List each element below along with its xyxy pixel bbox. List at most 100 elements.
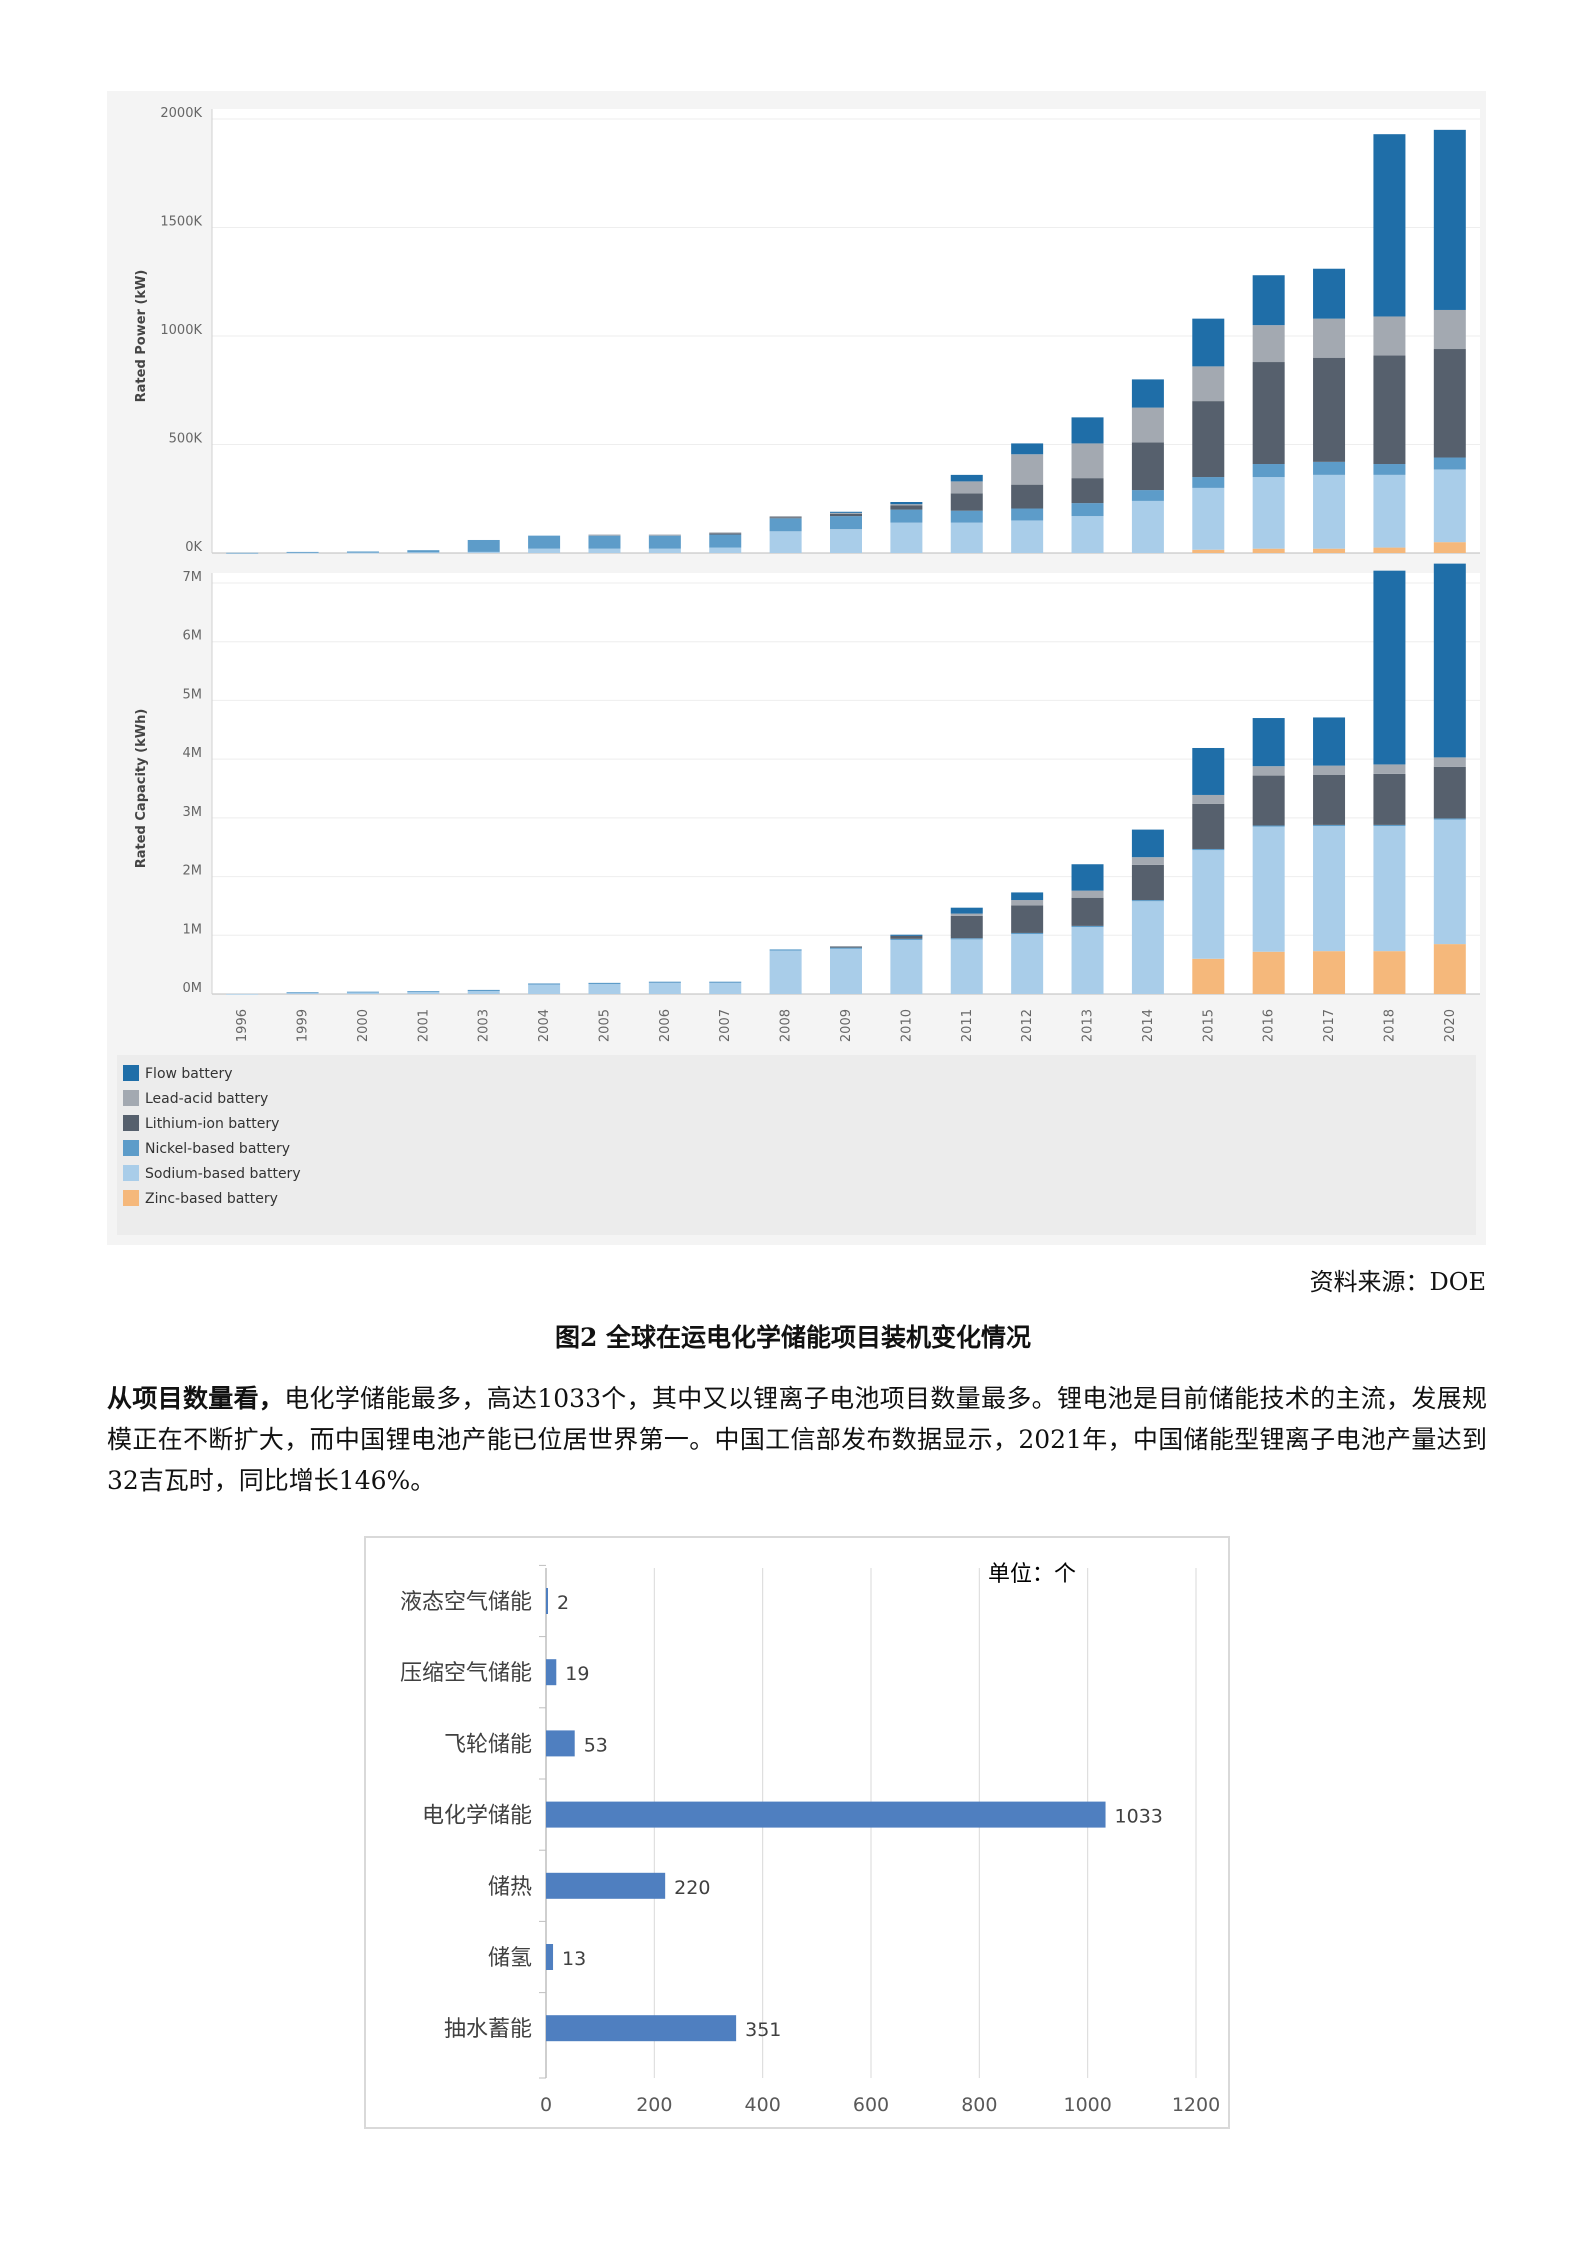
bar-segment-nickel-2004 [528,983,561,985]
bar-segment-zinc-2020 [1433,542,1466,553]
legend-label-lithium: Lithium-ion battery [145,1116,279,1132]
bar-segment-lead-2007 [709,532,742,534]
bar-segment-lithium-2011 [950,493,983,511]
plot-area [212,573,1480,994]
bar-segment-sodium-2007 [709,982,742,994]
bar-segment-sodium-2014 [1131,500,1164,553]
bar-segment-zinc-2018 [1373,547,1406,553]
y-tick-label: 5M [183,687,203,702]
bar-segment-lithium-2013 [1071,897,1104,926]
bar-segment-sodium-2004 [528,548,561,553]
bar-segment-nickel-2006 [648,535,681,549]
bar-segment-flow-2010 [890,502,923,505]
y-tick-label: 500K [169,432,203,447]
x-tick-label: 2013 [1081,1009,1096,1042]
bar-segment-nickel-2018 [1373,464,1406,475]
source-note: 资料来源：DOE [1309,1268,1486,1296]
bar-segment-zinc-2015 [1192,549,1225,553]
bar-segment-nickel-2014 [1131,900,1164,902]
bar-segment-sodium-2014 [1131,901,1164,994]
value-label: 220 [674,1877,710,1899]
y-tick-label: 2M [183,864,203,879]
bar-segment-lithium-2018 [1373,773,1406,825]
bar-segment-lead-2011 [950,913,983,916]
bar-segment-nickel-2020 [1433,818,1466,820]
bar-segment-sodium-2008 [769,950,802,994]
bar-segment-nickel-2016 [1252,464,1285,478]
body-paragraph: 从项目数量看，电化学储能最多，高达1033个，其中又以锂离子电池项目数量最多。锂… [107,1378,1487,1501]
bar-segment-nickel-2011 [950,510,983,523]
x-tick-label: 2017 [1322,1009,1337,1042]
x-tick-label: 2001 [416,1009,431,1042]
legend-label-sodium: Sodium-based battery [145,1166,301,1182]
y-tick-label: 1M [183,922,203,937]
bar-segment-nickel-2000 [346,991,379,993]
bar-segment-lithium-2010 [890,935,923,939]
bar-segment-zinc-2016 [1252,548,1285,553]
bar-segment-lead-2017 [1313,765,1346,775]
bar-抽水蓄能 [546,2015,737,2042]
x-tick-label: 400 [745,2094,781,2116]
bar-segment-flow-2017 [1313,717,1346,766]
bar-segment-nickel-2001 [407,991,440,992]
bar-segment-flow-2020 [1433,129,1466,310]
bar-segment-lead-2008 [769,516,802,518]
x-tick-label: 1999 [296,1009,311,1042]
bar-segment-lithium-2009 [830,513,862,517]
bar-segment-lithium-2017 [1313,357,1346,462]
bar-segment-lead-2012 [1011,900,1044,906]
bar-segment-flow-2011 [950,907,983,914]
bar-segment-flow-2015 [1192,318,1225,367]
value-label: 19 [565,1663,589,1685]
bar-segment-nickel-2015 [1192,848,1225,851]
bar-segment-lithium-2014 [1131,442,1164,491]
x-tick-label: 2020 [1443,1009,1458,1042]
doe-charts-svg: Flow battery Lead-acid battery Lithium-ion… [107,91,1486,1245]
value-label: 2 [557,1592,569,1614]
paragraph-text: 电化学储能最多，高达1033个，其中又以锂离子电池项目数量最多。锂电池是目前储能… [107,1384,1487,1495]
y-axis-title: Rated Power (kW) [134,270,149,403]
bar-segment-sodium-2015 [1192,850,1225,959]
bar-segment-lithium-2017 [1313,774,1346,825]
bar-segment-nickel-2000 [346,551,379,553]
legend-swatch-lithium [123,1115,139,1131]
bar-segment-lead-2013 [1071,890,1104,898]
x-axis-labels: 1996 1999 2000 2001 2003 2004 2005 2006 2007 2008… [235,1009,1458,1042]
category-label: 液态空气储能 [400,1590,532,1615]
bar-segment-nickel-2011 [950,938,983,940]
bar-segment-sodium-2013 [1071,927,1104,994]
bar-segment-nickel-2008 [769,949,802,951]
bar-储热 [546,1872,666,1899]
bar-储氢 [546,1944,554,1970]
x-tick-label: 2015 [1201,1009,1216,1042]
bar-segment-nickel-2017 [1313,824,1346,827]
bar-segment-sodium-2011 [950,522,983,553]
bar-segment-flow-2012 [1011,443,1044,455]
bar-segment-sodium-1996 [226,993,259,995]
unit-label: 单位：个 [988,1562,1076,1587]
bar-segment-nickel-2003 [467,539,500,552]
bar-segment-nickel-2014 [1131,490,1164,501]
bar-segment-sodium-2001 [407,552,440,554]
legend-label-lead: Lead-acid battery [145,1091,268,1107]
category-label: 储热 [488,1875,532,1900]
bar-segment-nickel-2016 [1252,825,1285,827]
bar-segment-lithium-2020 [1433,349,1466,458]
x-tick-label: 2012 [1020,1009,1035,1042]
bar-segment-sodium-2012 [1011,934,1044,994]
bar-segment-nickel-2005 [588,535,621,549]
bar-segment-flow-2016 [1252,718,1285,767]
bar-segment-lithium-2015 [1192,401,1225,478]
bar-segment-lead-2015 [1192,366,1225,402]
bar-segment-lithium-2016 [1252,362,1285,465]
y-tick-label: 0K [185,540,202,555]
x-tick-label: 2008 [779,1009,794,1042]
value-label: 13 [562,1948,586,1970]
bar-segment-sodium-2012 [1011,520,1044,553]
y-tick-label: 4M [183,746,203,761]
bar-segment-lithium-2012 [1011,484,1044,509]
legend: Flow battery Lead-acid battery Lithium-ion… [123,1065,301,1207]
x-tick-label: 2005 [597,1009,612,1042]
storage-projects-bar-chart: 0 200 400 600 800 1000 1200 液态空气储能 2 压缩空气储能 19 飞轮储能… [364,1536,1230,2129]
bar-segment-flow-2009 [830,511,862,513]
